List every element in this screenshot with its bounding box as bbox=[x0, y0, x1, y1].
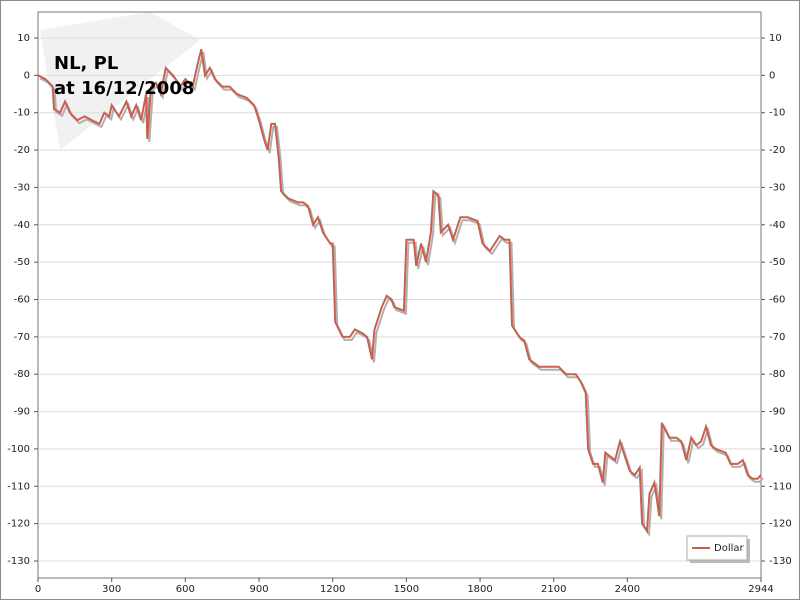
lines bbox=[37, 48, 764, 538]
y2-tick-label: -130 bbox=[769, 556, 792, 567]
x-tick-label: 300 bbox=[102, 584, 121, 595]
y-tick-label: 10 bbox=[17, 33, 30, 44]
y-tick-label: -130 bbox=[7, 556, 30, 567]
watermark bbox=[40, 12, 200, 150]
y2-tick-label: -20 bbox=[769, 145, 785, 156]
y-tick-label: -30 bbox=[14, 182, 30, 193]
y2-tick-label: -10 bbox=[769, 108, 785, 119]
y2-tick-label: -60 bbox=[769, 295, 785, 306]
y-tick-label: -80 bbox=[14, 369, 30, 380]
legend-box bbox=[686, 535, 748, 561]
y2-tick-label: -90 bbox=[769, 407, 785, 418]
legend: Dollar bbox=[686, 535, 750, 563]
legend-label: Dollar bbox=[714, 543, 745, 554]
y-tick-label: -100 bbox=[7, 444, 30, 455]
y-tick-label: -20 bbox=[14, 145, 30, 156]
x-tick-label: 1500 bbox=[394, 584, 419, 595]
chart-title: NL, PL bbox=[54, 53, 118, 74]
y2-tick-label: -40 bbox=[769, 220, 785, 231]
y2-tick-label: -30 bbox=[769, 182, 785, 193]
y-tick-label: -110 bbox=[7, 481, 30, 492]
y-tick-label: -120 bbox=[7, 519, 30, 530]
y2-tick-label: -110 bbox=[769, 481, 792, 492]
y-tick-label: -50 bbox=[14, 257, 30, 268]
chart-subtitle: at 16/12/2008 bbox=[54, 78, 194, 99]
x-tick-label: 0 bbox=[35, 584, 41, 595]
x-tick-label: 2944 bbox=[748, 584, 773, 595]
y-tick-label: -60 bbox=[14, 295, 30, 306]
series-line bbox=[37, 48, 762, 535]
y2-tick-label: -50 bbox=[769, 257, 785, 268]
x-tick-label: 2400 bbox=[615, 584, 640, 595]
y-tick-label: -40 bbox=[14, 220, 30, 231]
y2-tick-label: 0 bbox=[769, 70, 775, 81]
y-tick-label: -70 bbox=[14, 332, 30, 343]
x-tick-label: 1800 bbox=[467, 584, 492, 595]
x-tick-label: 2100 bbox=[541, 584, 566, 595]
plot-area bbox=[37, 11, 762, 579]
y2-tick-label: -100 bbox=[769, 444, 792, 455]
y2-tick-label: -70 bbox=[769, 332, 785, 343]
x-tick-label: 900 bbox=[249, 584, 268, 595]
x-tick-label: 1200 bbox=[320, 584, 345, 595]
x-tick-label: 600 bbox=[176, 584, 195, 595]
y-tick-label: -90 bbox=[14, 407, 30, 418]
y2-tick-label: 10 bbox=[769, 33, 782, 44]
y2-tick-label: -80 bbox=[769, 369, 785, 380]
y-tick-label: 0 bbox=[24, 70, 30, 81]
y2-tick-label: -120 bbox=[769, 519, 792, 530]
y-tick-label: -10 bbox=[14, 108, 30, 119]
